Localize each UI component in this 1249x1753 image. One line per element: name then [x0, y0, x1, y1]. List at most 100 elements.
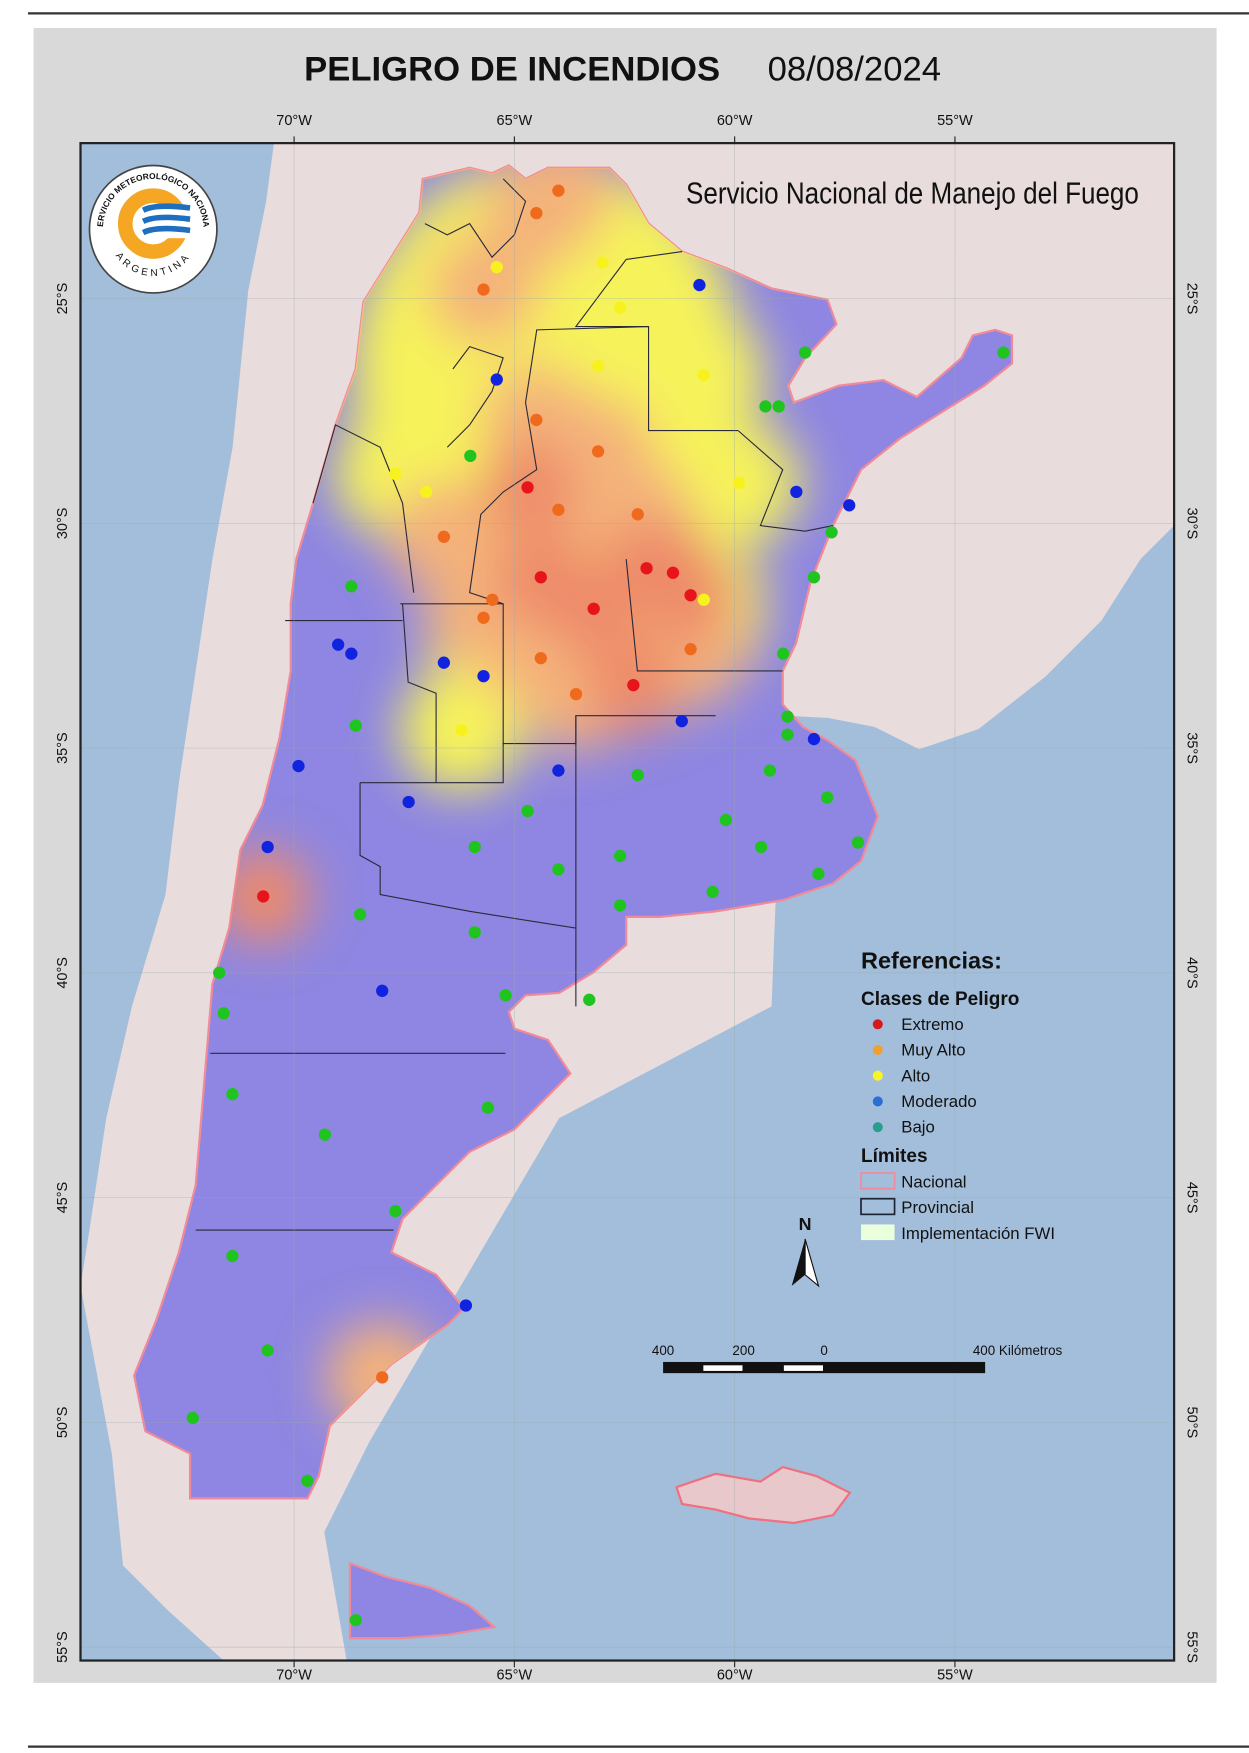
station-extremo [684, 589, 697, 602]
legend-class-label: Alto [901, 1066, 930, 1085]
lon-tick-label: 55°W [937, 1668, 973, 1684]
station-muy-alto [376, 1371, 389, 1384]
legend-dot [872, 1044, 883, 1056]
station-alto [490, 260, 503, 274]
station-muy-alto [530, 207, 543, 220]
station-muy-alto [591, 445, 605, 458]
map-title: PELIGRO DE INCENDIOS [304, 51, 720, 89]
lon-tick-label: 65°W [497, 113, 533, 129]
station-alto [591, 359, 605, 373]
lon-tick-label: 55°W [937, 113, 973, 129]
station-alto [596, 256, 609, 269]
station-bajo [499, 989, 512, 1002]
station-muy-alto [684, 643, 697, 656]
malvinas-islands [675, 1465, 852, 1525]
station-muy-alto [552, 184, 565, 197]
station-moderado [790, 485, 803, 499]
station-bajo [552, 863, 565, 876]
coordinate-ticks: 70°W 70°W 65°W 65°W 60°W 60°W 55°W 55°W 25°S 25°S… [55, 113, 1199, 1683]
map-frame [79, 142, 1176, 1662]
station-extremo [666, 566, 680, 579]
station-bajo [821, 791, 834, 804]
legend-dot [872, 1019, 883, 1030]
station-bajo [345, 580, 358, 593]
legend: Referencias: Clases de Peligro Extremo Mu… [860, 947, 1055, 1243]
lat-tick-label: 50°S [1184, 1407, 1200, 1439]
lat-tick-label: 55°S [1184, 1631, 1200, 1663]
station-alto [697, 368, 710, 382]
map-area[interactable] [80, 135, 1175, 1661]
station-extremo [521, 481, 534, 494]
station-bajo [318, 1128, 332, 1141]
station-moderado [376, 984, 389, 997]
station-alto [420, 485, 433, 499]
station-muy-alto [486, 593, 499, 606]
station-moderado [807, 732, 821, 746]
station-moderado [292, 759, 305, 773]
station-moderado [490, 373, 503, 386]
legend-dot [872, 1096, 883, 1107]
station-bajo [807, 571, 821, 584]
legend-limit-label: Provincial [901, 1198, 974, 1217]
station-moderado [843, 499, 856, 512]
station-bajo [186, 1411, 199, 1425]
station-extremo [627, 678, 640, 692]
legend-class-label: Extremo [901, 1015, 963, 1034]
scale-label: 200 [732, 1343, 754, 1358]
station-alto [455, 723, 468, 737]
lat-tick-label: 25°S [55, 282, 71, 314]
station-moderado [477, 670, 490, 683]
map-date: 08/08/2024 [768, 51, 941, 89]
station-bajo [812, 867, 825, 881]
station-bajo [759, 400, 772, 413]
station-bajo [781, 728, 794, 741]
station-muy-alto [437, 530, 451, 543]
station-bajo [349, 1613, 362, 1627]
danger-heatmap [216, 165, 801, 1434]
station-moderado [437, 656, 451, 669]
station-bajo [763, 764, 777, 777]
station-bajo [389, 1204, 402, 1218]
graticule [80, 143, 1175, 1661]
legend-classes-title: Clases de Peligro [861, 989, 1019, 1010]
station-muy-alto [530, 413, 543, 427]
lon-tick-label: 65°W [497, 1668, 533, 1684]
lat-tick-label: 45°S [1184, 1182, 1200, 1214]
lat-tick-label: 25°S [1184, 283, 1200, 315]
lat-tick-label: 30°S [1184, 507, 1200, 539]
station-extremo [257, 890, 270, 903]
station-bajo [719, 813, 732, 827]
legend-dot [872, 1122, 883, 1133]
legend-class-label: Moderado [901, 1092, 977, 1111]
station-moderado [675, 714, 688, 728]
station-moderado [693, 278, 706, 292]
station-extremo [587, 602, 600, 615]
lon-tick-label: 70°W [276, 1668, 312, 1684]
lat-tick-label: 30°S [55, 507, 71, 539]
station-bajo [468, 926, 481, 939]
station-moderado [459, 1299, 473, 1312]
station-muy-alto [477, 611, 490, 624]
station-muy-alto [534, 652, 547, 665]
station-muy-alto [569, 687, 583, 701]
legend-class-label: Bajo [901, 1118, 935, 1137]
lat-tick-label: 45°S [55, 1181, 71, 1213]
southern-ocean [80, 1285, 224, 1661]
legend-swatch-nacional [860, 1172, 896, 1190]
station-bajo [226, 1088, 239, 1101]
station-bajo [464, 449, 477, 463]
station-moderado [331, 638, 345, 651]
lat-tick-label: 40°S [55, 957, 71, 989]
station-moderado [345, 647, 358, 660]
legend-swatch-fwi [861, 1224, 895, 1241]
lat-tick-label: 50°S [55, 1406, 71, 1438]
lon-tick-label: 60°W [717, 1668, 753, 1684]
station-muy-alto [631, 508, 644, 521]
north-label: N [799, 1214, 812, 1234]
station-moderado [402, 795, 415, 809]
lat-tick-label: 55°S [55, 1631, 71, 1663]
station-bajo [613, 849, 627, 863]
legend-swatch-provincial [860, 1197, 896, 1216]
legend-limit-label: Implementación FWI [901, 1224, 1055, 1243]
